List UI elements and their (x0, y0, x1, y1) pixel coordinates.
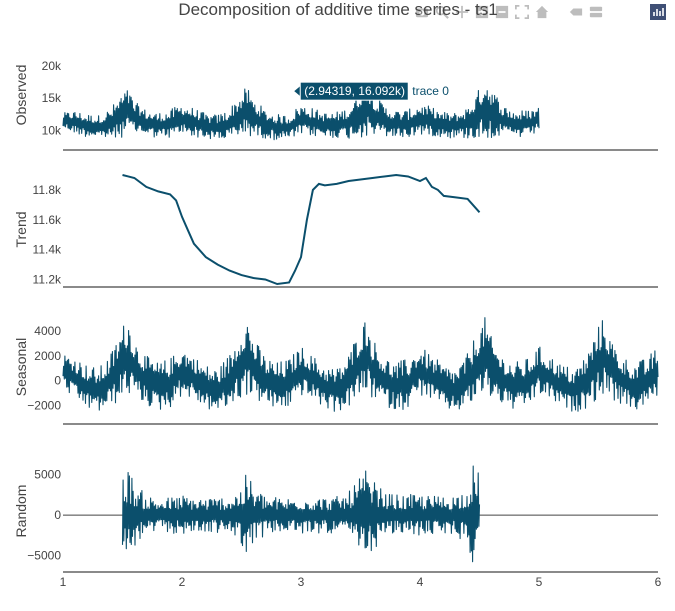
spike-lines-icon[interactable] (568, 4, 584, 20)
y-axis-label: Observed (13, 65, 29, 126)
modebar (414, 2, 604, 22)
random-series-line[interactable] (121, 465, 481, 563)
y-tick-label: 5000 (34, 467, 61, 481)
panel-random[interactable]: −5000 0 5000 Random (13, 465, 658, 573)
autoscale-icon[interactable] (514, 4, 530, 20)
panel-trend[interactable]: 11.2k 11.4k 11.6k 11.8k Trend (13, 173, 658, 288)
chart-title: Decomposition of additive time series - … (178, 0, 497, 19)
y-tick-label: 20k (42, 59, 62, 73)
y-tick-label: −2000 (27, 398, 61, 412)
hover-pointer (294, 86, 301, 97)
y-tick-label: 11.2k (33, 273, 62, 287)
x-tick-label: 5 (536, 575, 543, 589)
y-axis-label: Seasonal (13, 338, 29, 396)
seasonal-series-line[interactable] (62, 317, 659, 412)
hover-label-box (299, 81, 409, 101)
camera-icon[interactable] (414, 4, 430, 20)
y-tick-label: 11.4k (33, 243, 62, 257)
x-tick-label: 6 (655, 575, 662, 589)
zoom-out-icon[interactable] (494, 4, 510, 20)
zoom-in-icon[interactable] (474, 4, 490, 20)
home-icon[interactable] (534, 4, 550, 20)
plotly-logo-icon[interactable] (650, 4, 666, 20)
y-axis-label: Random (13, 485, 29, 538)
y-tick-label: 0 (54, 374, 61, 388)
x-tick-label: 1 (60, 575, 67, 589)
y-tick-label: −5000 (27, 549, 61, 563)
panel-seasonal[interactable]: −2000 0 2000 4000 Seasonal (13, 317, 659, 425)
y-tick-label: 4000 (34, 324, 61, 338)
zoom-icon[interactable] (434, 4, 450, 20)
x-tick-label: 2 (179, 575, 186, 589)
pan-icon[interactable] (454, 4, 470, 20)
y-tick-label: 10k (42, 124, 62, 138)
y-tick-label: 11.6k (33, 213, 62, 227)
y-axis-label: Trend (13, 211, 29, 247)
hover-trace-name: trace 0 (412, 84, 449, 98)
panel-observed[interactable]: 10k 15k 20k Observed (13, 59, 658, 151)
y-tick-label: 0 (54, 508, 61, 522)
x-tick-label: 3 (298, 575, 305, 589)
observed-series-line[interactable] (62, 87, 540, 141)
trend-line[interactable] (122, 173, 481, 286)
compare-hover-icon[interactable] (588, 4, 604, 20)
y-tick-label: 11.8k (33, 183, 62, 197)
y-tick-label: 2000 (34, 349, 61, 363)
hover-label-text: (2.94319, 16.092k) (304, 84, 405, 98)
x-tick-label: 4 (417, 575, 424, 589)
y-tick-label: 15k (42, 91, 62, 105)
